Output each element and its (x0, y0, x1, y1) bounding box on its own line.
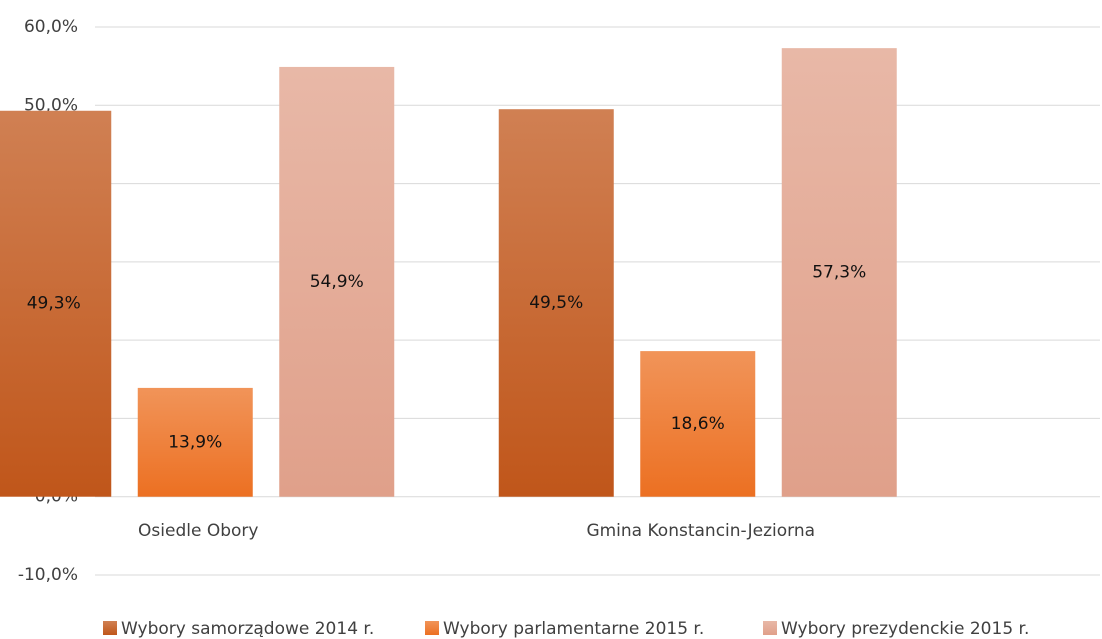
data-label: 49,5% (529, 293, 583, 313)
legend-swatch (425, 621, 439, 635)
x-tick-label: Osiedle Obory (138, 521, 258, 541)
data-label: 54,9% (310, 272, 364, 292)
bar (781, 48, 897, 497)
x-tick-label: Gmina Konstancin-Jeziorna (586, 521, 815, 541)
legend-label: Wybory prezydenckie 2015 r. (781, 619, 1029, 639)
y-tick-label: 50,0% (24, 95, 78, 115)
legend-label: Wybory samorządowe 2014 r. (121, 619, 374, 639)
y-tick-label: 60,0% (24, 17, 78, 37)
legend-swatch (103, 621, 117, 635)
data-label: 18,6% (671, 414, 725, 434)
data-label: 49,3% (27, 294, 81, 314)
legend-swatch (763, 621, 777, 635)
legend-label: Wybory parlamentarne 2015 r. (443, 619, 704, 639)
bar (0, 110, 112, 497)
y-tick-label: -10,0% (18, 565, 78, 585)
data-label: 13,9% (168, 432, 222, 452)
bar (137, 387, 253, 497)
bar (640, 351, 756, 497)
bar (279, 66, 395, 497)
bar (498, 109, 614, 497)
data-label: 57,3% (812, 262, 866, 282)
